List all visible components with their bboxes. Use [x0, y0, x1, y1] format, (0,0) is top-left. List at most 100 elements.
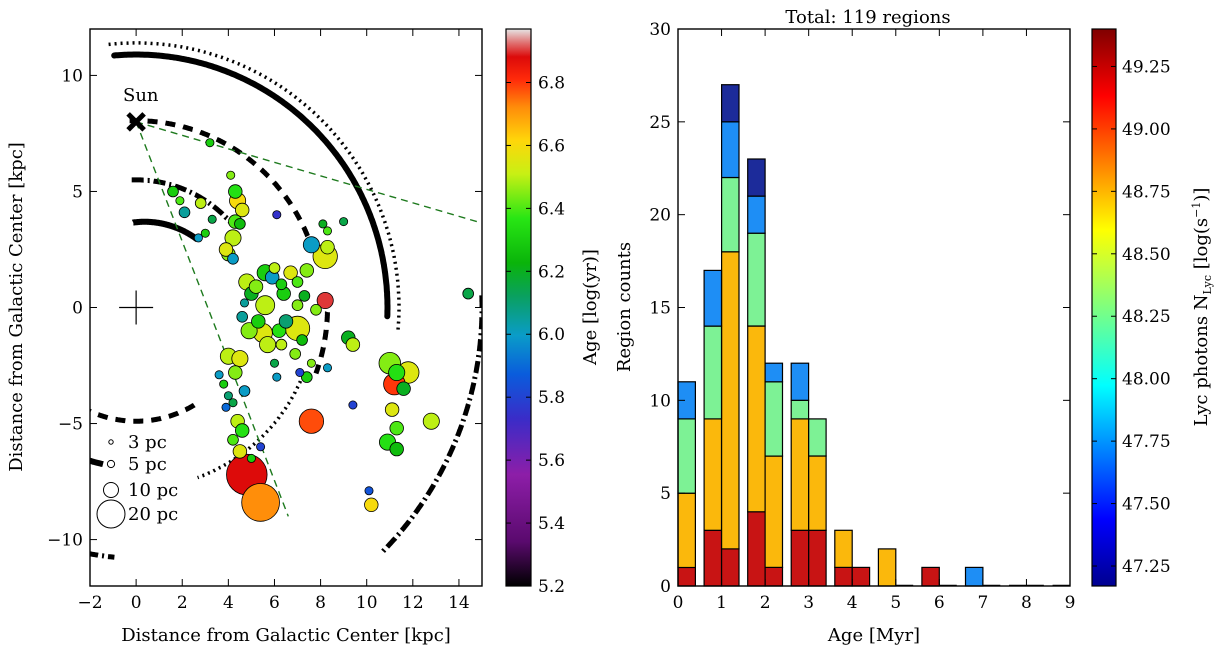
region-point — [207, 214, 217, 224]
region-point — [306, 358, 316, 368]
histogram-bar-segment — [808, 455, 827, 531]
region-point — [296, 334, 308, 346]
size-legend-marker — [103, 482, 119, 498]
map-y-tick-label: 5 — [72, 182, 83, 202]
lyc-colorbar-tick-label: 49.25 — [1122, 57, 1171, 77]
size-legend-label: 20 pc — [128, 504, 178, 525]
arm-dashed-upper — [129, 118, 311, 239]
region-point — [214, 370, 224, 380]
histogram-bar-segment — [703, 269, 723, 327]
lyc-colorbar-tick-label: 47.75 — [1122, 432, 1171, 452]
map-ticks: −2 0 2 4 6 8 10 12 14 −10 −5 0 5 10 — [47, 29, 482, 613]
region-point — [227, 433, 239, 446]
region-point — [364, 486, 374, 496]
lyc-colorbar-tick-label: 48.25 — [1122, 307, 1171, 327]
region-point — [275, 278, 288, 291]
region-point — [234, 423, 250, 438]
map-x-tick-label: 4 — [223, 593, 234, 613]
histogram-x-tick-label: 0 — [673, 593, 684, 613]
map-x-tick-label: 14 — [448, 593, 470, 613]
histogram-bar-segment — [720, 548, 740, 587]
region-point — [232, 444, 248, 459]
age-colorbar-label: Age [log(yr)] — [580, 249, 601, 366]
galactic-center-marker — [119, 290, 154, 325]
region-point — [298, 408, 324, 434]
histogram-bar-segment — [720, 176, 740, 253]
region-point — [316, 291, 334, 309]
region-point — [348, 400, 358, 410]
histogram-bar-segment — [790, 399, 810, 420]
region-point — [364, 497, 379, 513]
lyc-colorbar-tick-label: 47.50 — [1122, 495, 1171, 515]
lyc-colorbar-tick-label: 47.25 — [1122, 557, 1171, 577]
histogram-bar-segment — [747, 158, 766, 197]
histogram-panel: Total: 119 regions 0 1 2 3 4 5 6 7 8 9 0 5 10 15 20 25 3… — [614, 7, 1075, 646]
map-x-tick-label: −2 — [77, 593, 102, 613]
region-point — [422, 412, 440, 430]
age-colorbar-ticks: 5.2 5.4 5.6 5.8 6.0 6.2 6.4 6.6 6.8 — [506, 73, 565, 597]
region-point — [234, 202, 250, 218]
histogram-y-tick-label: 10 — [649, 391, 671, 411]
region-point — [221, 402, 231, 412]
histogram-ticks: 0 1 2 3 4 5 6 7 8 9 0 5 10 15 20 25 30 — [649, 20, 1075, 613]
histogram-bar-segment — [921, 566, 940, 587]
age-colorbar-gradient — [505, 28, 532, 587]
histogram-bars — [677, 84, 1070, 587]
region-point — [300, 371, 313, 383]
region-point — [272, 372, 282, 382]
sun-marker — [126, 112, 146, 132]
histogram-bar-segment — [703, 325, 723, 420]
region-point — [322, 226, 332, 236]
histogram-bar-segment — [703, 529, 723, 587]
size-legend-marker — [96, 499, 126, 529]
histogram-bar-segment — [720, 251, 740, 550]
age-colorbar-tick-label: 6.6 — [538, 136, 565, 156]
region-point — [272, 210, 282, 220]
histogram-bar-segment — [877, 548, 897, 587]
map-y-tick-label: −10 — [47, 531, 83, 551]
lyc-colorbar-ticks: 47.25 47.50 47.75 48.00 48.25 48.50 48.75 49.00… — [1092, 57, 1171, 577]
age-colorbar-tick-label: 6.2 — [538, 262, 565, 282]
histogram-x-tick-label: 7 — [977, 593, 988, 613]
map-x-tick-label: 2 — [177, 593, 188, 613]
sun-label: Sun — [123, 85, 159, 106]
age-colorbar-tick-label: 6.4 — [538, 199, 565, 219]
region-point — [236, 310, 249, 323]
map-x-tick-label: 0 — [131, 593, 142, 613]
histogram-bar-segment — [677, 418, 696, 494]
histogram-x-tick-label: 6 — [934, 593, 945, 613]
region-point — [256, 442, 266, 452]
lyc-colorbar-tick-label: 48.75 — [1122, 182, 1171, 202]
age-colorbar-tick-label: 5.8 — [538, 388, 565, 408]
region-point — [299, 263, 315, 278]
region-point — [228, 184, 243, 199]
map-ylabel: Distance from Galactic Center [kpc] — [6, 142, 27, 472]
histogram-bar-segment — [677, 492, 696, 569]
region-point — [228, 398, 238, 408]
region-point — [248, 279, 264, 294]
region-point — [227, 252, 239, 265]
map-y-tick-label: 10 — [61, 66, 83, 86]
region-point — [291, 276, 304, 288]
histogram-bar-segment — [747, 232, 766, 327]
size-legend-label: 10 pc — [128, 480, 178, 501]
region-point — [234, 218, 246, 230]
region-point — [339, 217, 349, 227]
histogram-x-tick-label: 1 — [716, 593, 727, 613]
region-point — [255, 295, 276, 316]
size-legend: 3 pc5 pc 10 pc 20 pc — [96, 432, 178, 529]
region-point — [218, 242, 234, 257]
region-point — [275, 338, 288, 351]
histogram-bar-segment — [834, 566, 853, 587]
age-colorbar-tick-label: 5.2 — [538, 577, 565, 597]
map-x-tick-label: 10 — [356, 593, 378, 613]
region-point — [291, 299, 304, 312]
lyc-colorbar-tick-label: 48.50 — [1122, 245, 1171, 265]
histogram-bar-segment — [720, 84, 740, 123]
region-point — [194, 197, 207, 209]
histogram-bar-segment — [790, 418, 810, 531]
histogram-bar-segment — [834, 529, 853, 568]
survey-boundary-line — [135, 121, 482, 224]
region-point — [205, 138, 215, 148]
